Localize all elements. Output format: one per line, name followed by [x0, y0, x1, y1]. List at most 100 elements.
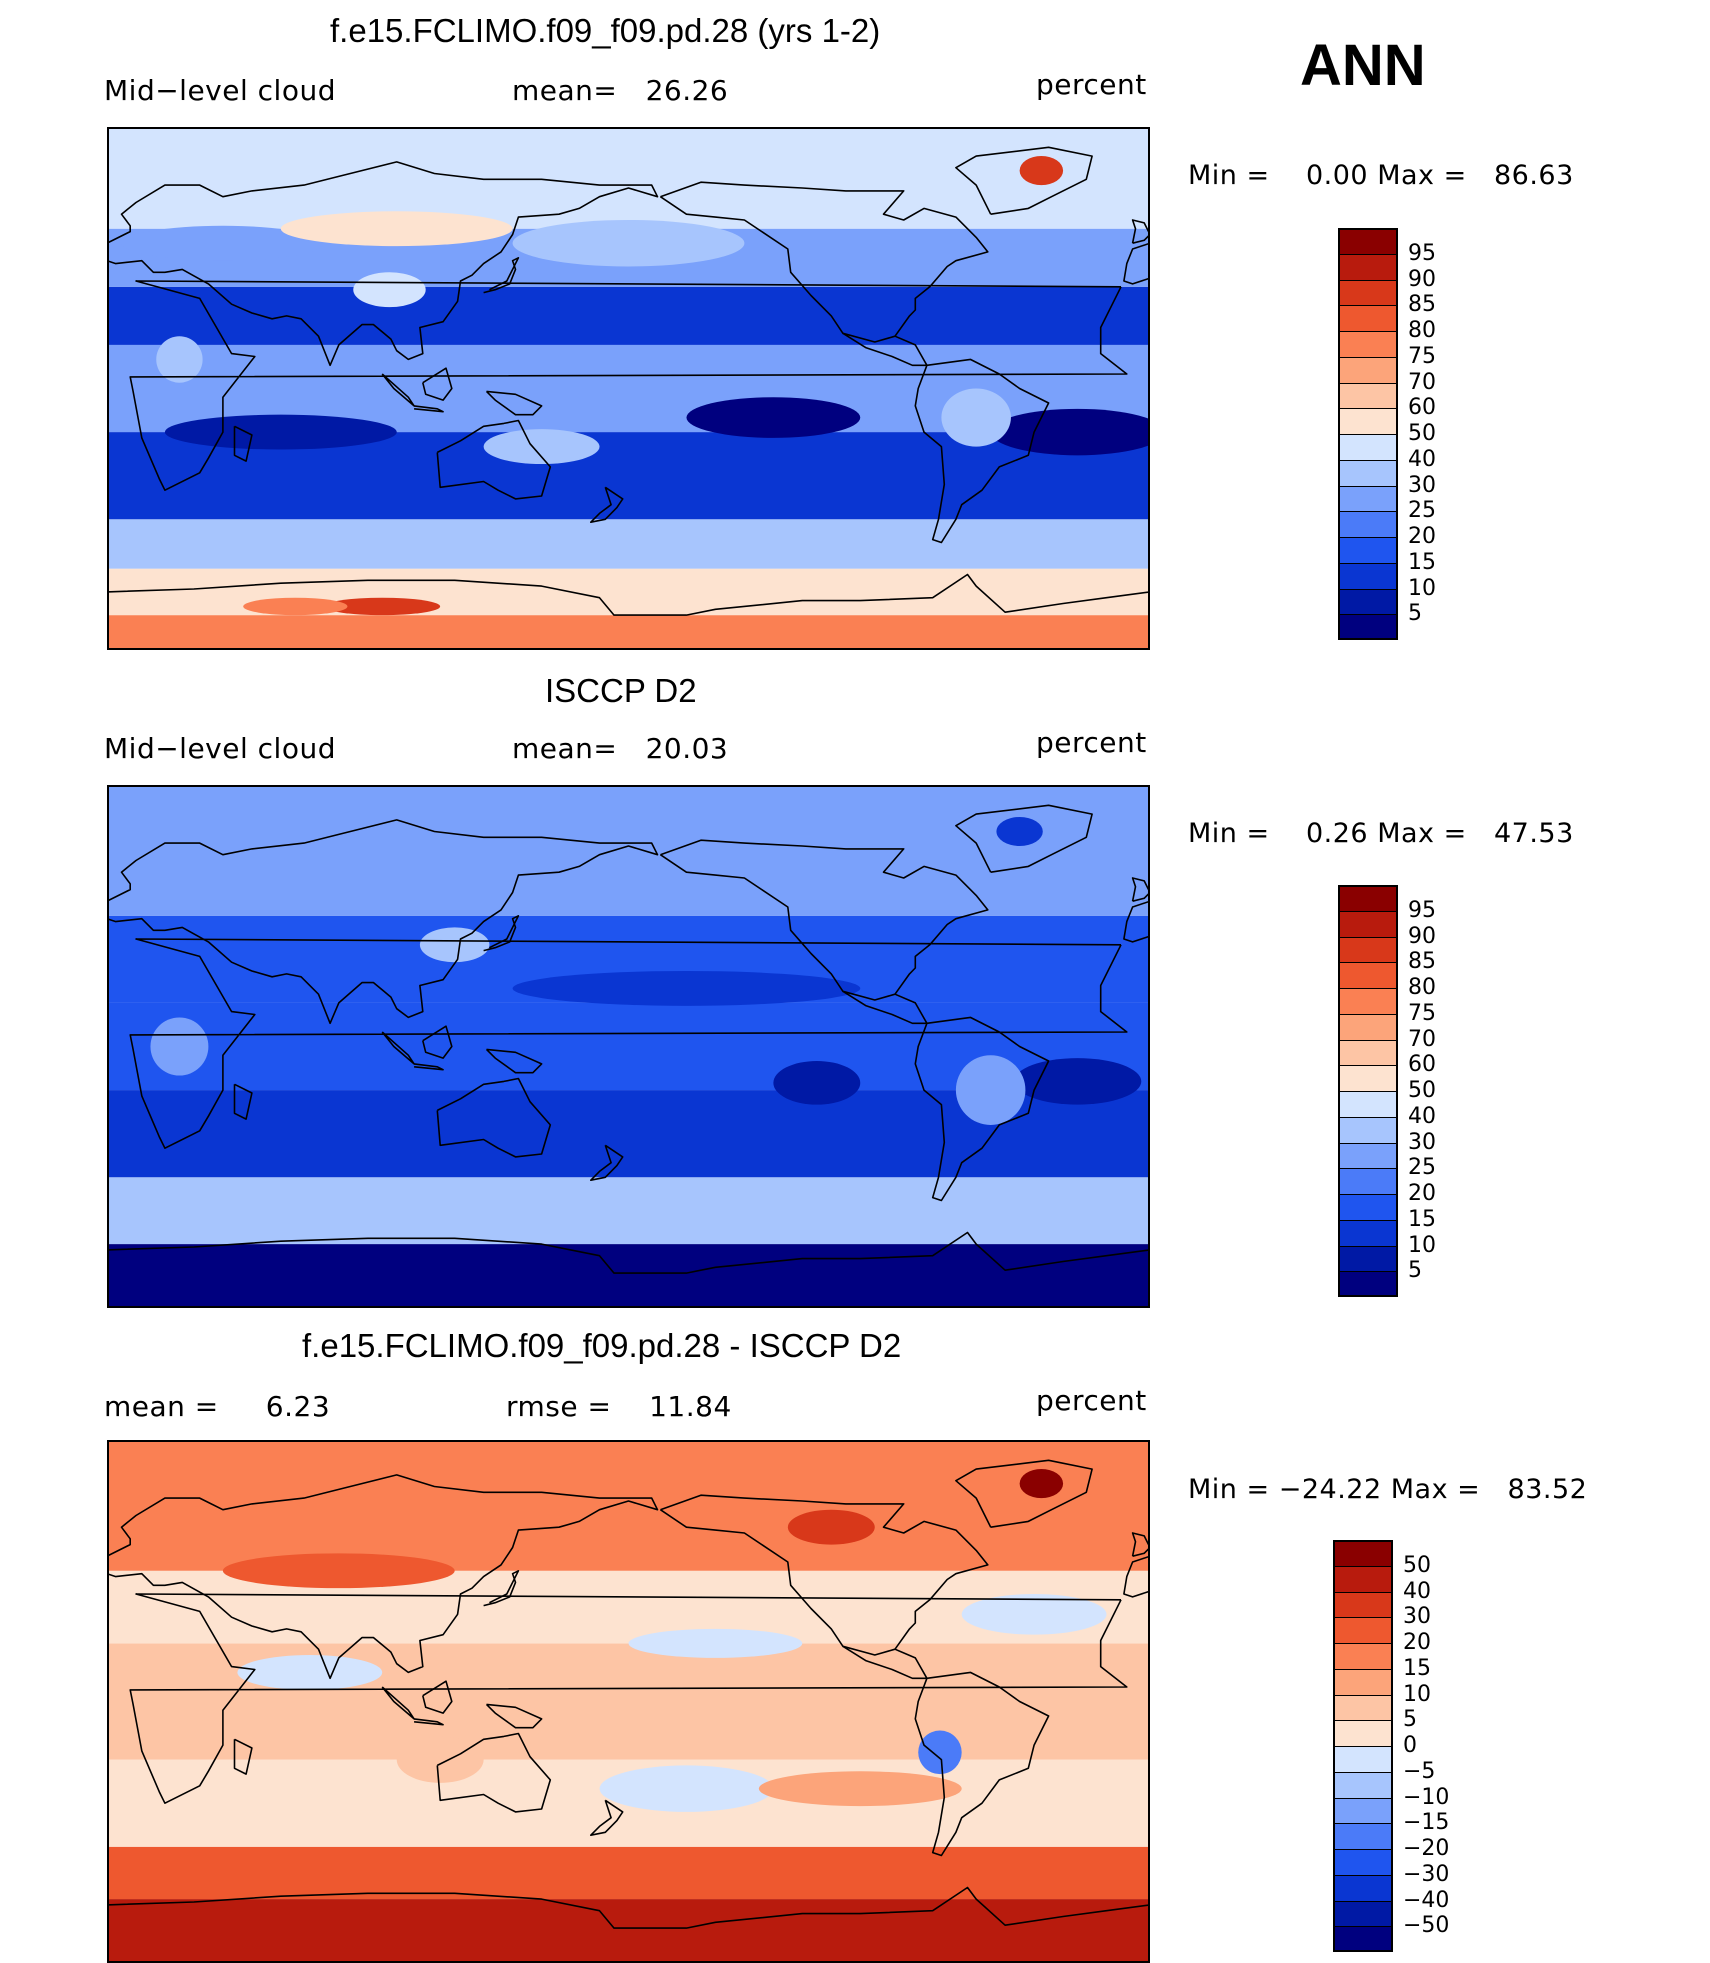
colorbar-swatch: [1333, 1849, 1393, 1875]
map-frame: [107, 1440, 1150, 1963]
value-patch: [941, 388, 1011, 447]
colorbar-swatch: [1338, 485, 1398, 512]
colorbar-swatch: [1338, 562, 1398, 589]
colorbar-label: 5: [1403, 1707, 1417, 1733]
colorbar-swatch: [1338, 1245, 1398, 1272]
colorbar-label: 15: [1408, 1206, 1436, 1232]
value-band: [107, 1899, 1150, 1963]
colorbar-label: −10: [1403, 1784, 1450, 1810]
value-band: [107, 785, 1150, 916]
panel1-mean-text: mean=: [512, 74, 618, 107]
colorbar-label: −50: [1403, 1913, 1450, 1939]
colorbar-swatch: [1338, 434, 1398, 460]
colorbar-swatch: [1338, 305, 1398, 331]
value-patch: [918, 1730, 962, 1775]
coastline: [233, 425, 253, 462]
colorbar-label: 10: [1403, 1681, 1431, 1707]
colorbar-label: 30: [1408, 1129, 1436, 1155]
coastline: [589, 486, 624, 524]
colorbar-label: 25: [1408, 498, 1436, 524]
colorbar-swatch: [1333, 1591, 1393, 1618]
season-label: ANN: [1300, 33, 1426, 98]
colorbar-swatch: [1333, 1668, 1393, 1695]
colorbar-swatch: [1338, 1065, 1398, 1091]
colorbar-swatch: [1333, 1797, 1393, 1824]
coastline: [589, 1144, 624, 1182]
coastline: [233, 1738, 253, 1775]
colorbar-swatch: [1338, 382, 1398, 409]
colorbar-swatch: [1338, 408, 1398, 434]
value-band: [107, 127, 1150, 229]
colorbar-swatch: [1338, 936, 1398, 963]
coastline: [914, 358, 1050, 544]
panel1-map: [107, 127, 1150, 650]
panel3-min-label: Min =: [1188, 1474, 1270, 1505]
value-patch: [773, 1061, 861, 1105]
panel2-mean-text: mean=: [512, 732, 618, 765]
colorbar-swatch: [1338, 1116, 1398, 1143]
colorbar-swatch: [1338, 1271, 1398, 1297]
value-patch: [121, 225, 325, 261]
colorbar-label: 95: [1408, 897, 1436, 923]
value-patch: [156, 336, 203, 383]
colorbar-label: 80: [1408, 975, 1436, 1000]
colorbar-label: 50: [1408, 421, 1436, 446]
colorbar-label: −15: [1403, 1810, 1450, 1836]
coastline: [129, 280, 1128, 492]
panel3-rmse-text: rmse =: [506, 1390, 612, 1423]
panel3-title: f.e15.FCLIMO.f09_f09.pd.28 - ISCCP D2: [302, 1327, 902, 1364]
value-patch: [396, 1736, 484, 1783]
panel2-colorbar: 95 90 85 80 75 70 60 50 40 30 25 20 15 10 5: [1338, 885, 1436, 1297]
colorbar-label: 10: [1408, 1232, 1436, 1258]
coastline: [1131, 877, 1150, 902]
colorbar-swatch: [1338, 537, 1398, 563]
colorbar-label: 40: [1403, 1578, 1431, 1604]
panel3-rmse-value: 11.84: [649, 1390, 732, 1423]
value-patch: [222, 1553, 455, 1589]
value-patch: [280, 211, 513, 247]
map-frame: [107, 127, 1150, 650]
colorbar-label: 75: [1408, 343, 1436, 369]
colorbar-label: 5: [1408, 1258, 1422, 1284]
coastline: [107, 573, 1150, 616]
colorbar-swatch: [1333, 1771, 1393, 1798]
panel2-max-label: Max =: [1377, 818, 1467, 849]
value-patch: [961, 1593, 1107, 1635]
colorbar-label: 95: [1408, 240, 1436, 266]
coastline: [436, 419, 552, 500]
coastline: [129, 1593, 1128, 1805]
colorbar-frame: [1338, 228, 1398, 640]
coastline: [589, 1799, 624, 1837]
colorbar-frame: [1338, 885, 1398, 1297]
colorbar-swatch: [1338, 459, 1398, 486]
colorbar-swatch: [1338, 1194, 1398, 1220]
value-patch: [243, 597, 348, 616]
colorbar-swatch: [1338, 614, 1398, 640]
coastline: [955, 804, 1093, 873]
value-patch: [483, 429, 600, 465]
value-patch: [150, 1017, 209, 1076]
coastline: [1131, 219, 1150, 244]
panel2-minmax: Min = 0.26 Max = 47.53: [1188, 818, 1574, 849]
colorbar-swatch: [1338, 1219, 1398, 1246]
coastline: [955, 1459, 1093, 1528]
coastline: [422, 1025, 453, 1059]
coastline: [483, 257, 520, 294]
colorbar-label: 60: [1408, 395, 1436, 421]
value-patch: [996, 816, 1043, 847]
value-band: [107, 519, 1150, 569]
panel1-minmax: Min = 0.00 Max = 86.63: [1188, 160, 1574, 191]
colorbar-label: −5: [1403, 1758, 1436, 1784]
value-band: [107, 1440, 1150, 1571]
coastline: [485, 1703, 543, 1729]
colorbar-label: 85: [1408, 292, 1436, 318]
colorbar-label: 20: [1408, 524, 1436, 549]
value-patch: [1019, 156, 1064, 186]
coastline: [107, 1474, 659, 1680]
panel2-min-value: 0.26: [1305, 818, 1369, 849]
coastline: [1123, 242, 1150, 285]
colorbar-label: −40: [1403, 1887, 1450, 1913]
panel1-mean-label: mean= 26.26: [512, 74, 728, 107]
value-patch: [787, 1509, 875, 1545]
panel1-mean-value: 26.26: [645, 74, 729, 107]
